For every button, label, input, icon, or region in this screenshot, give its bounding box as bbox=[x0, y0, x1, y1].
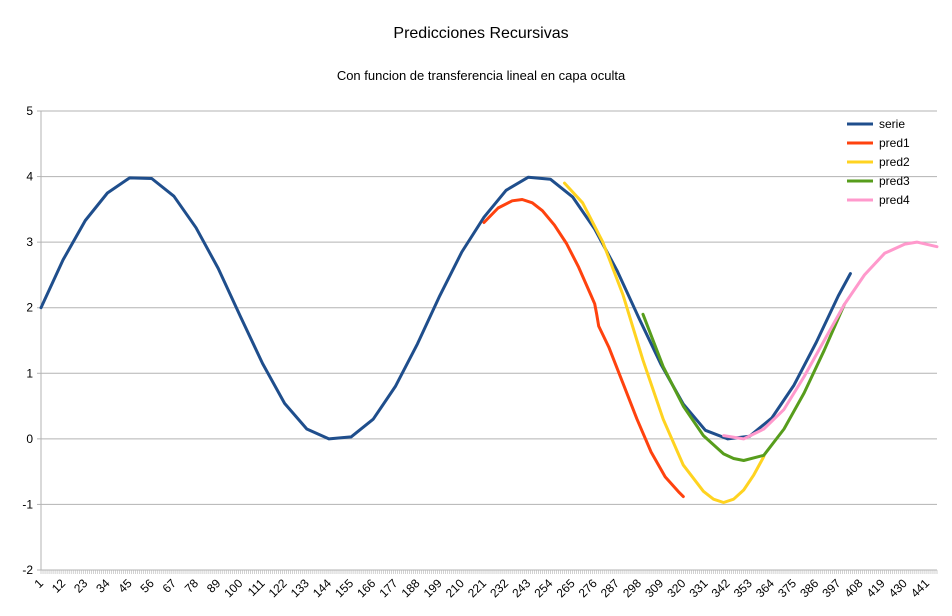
x-tick-label: 45 bbox=[115, 576, 135, 596]
gridlines bbox=[41, 110, 937, 571]
series-line-serie bbox=[39, 175, 852, 441]
x-tick-label: 320 bbox=[664, 576, 688, 600]
chart-title: Predicciones Recursivas bbox=[393, 25, 569, 42]
x-tick-label: 199 bbox=[421, 576, 445, 600]
x-tick-label: 386 bbox=[797, 576, 821, 600]
x-tick-label: 221 bbox=[465, 576, 489, 600]
x-tick-label: 331 bbox=[687, 576, 711, 600]
x-tick-label: 375 bbox=[775, 576, 799, 600]
x-tick-label: 276 bbox=[576, 576, 600, 600]
x-tick-label: 12 bbox=[49, 576, 69, 596]
x-tick-label: 23 bbox=[71, 576, 91, 596]
x-tick-label: 100 bbox=[221, 576, 245, 600]
x-tick-label: 441 bbox=[908, 576, 932, 600]
x-tick-label: 56 bbox=[138, 576, 158, 596]
legend-label-pred4: pred4 bbox=[879, 193, 910, 207]
x-tick-label: 298 bbox=[620, 576, 644, 600]
series-lines bbox=[39, 175, 939, 504]
y-tick-label: 3 bbox=[26, 235, 33, 249]
x-tick-label: 89 bbox=[204, 576, 224, 596]
x-tick-label: 67 bbox=[160, 576, 180, 596]
x-tick-label: 188 bbox=[399, 576, 423, 600]
x-tick-label: 342 bbox=[709, 576, 733, 600]
y-tick-label: 1 bbox=[26, 366, 33, 380]
x-tick-label: 397 bbox=[819, 576, 843, 600]
legend-label-pred3: pred3 bbox=[879, 174, 910, 188]
y-tick-label: 0 bbox=[26, 432, 33, 446]
series-line-pred2 bbox=[563, 181, 766, 504]
y-tick-label: 2 bbox=[26, 301, 33, 315]
x-tick-label: 133 bbox=[288, 576, 312, 600]
x-tick-label: 144 bbox=[310, 576, 334, 600]
x-tick-label: 34 bbox=[93, 576, 113, 596]
x-tick-label: 111 bbox=[245, 576, 268, 599]
x-tick-label: 254 bbox=[531, 576, 555, 600]
y-tick-label: 5 bbox=[26, 104, 33, 118]
x-tick-label: 265 bbox=[554, 576, 578, 600]
y-tick-label: -1 bbox=[22, 497, 33, 511]
series-line-pred3 bbox=[641, 302, 846, 462]
x-tick-label: 232 bbox=[487, 576, 511, 600]
x-tick-label: 430 bbox=[886, 576, 910, 600]
x-tick-label: 155 bbox=[332, 576, 356, 600]
x-tick-label: 419 bbox=[864, 576, 888, 600]
x-tick-label: 78 bbox=[182, 576, 202, 596]
x-tick-label: 166 bbox=[354, 576, 378, 600]
legend: serie pred1 pred2 pred3 pred4 bbox=[847, 117, 910, 207]
chart-subtitle: Con funcion de transferencia lineal en c… bbox=[336, 68, 626, 83]
x-tick-label: 177 bbox=[376, 576, 400, 600]
legend-label-pred1: pred1 bbox=[879, 136, 910, 150]
legend-label-serie: serie bbox=[879, 117, 905, 131]
x-tick-label: 210 bbox=[443, 576, 467, 600]
y-tick-label: 4 bbox=[26, 170, 33, 184]
series-line-pred4 bbox=[722, 240, 939, 441]
x-tick-label: 287 bbox=[598, 576, 622, 600]
series-line-pred1 bbox=[482, 198, 685, 499]
y-tick-label: -2 bbox=[22, 563, 33, 577]
x-tick-label: 1 bbox=[31, 576, 46, 591]
x-tick-label: 309 bbox=[642, 576, 666, 600]
x-tick-label: 122 bbox=[266, 576, 290, 600]
legend-label-pred2: pred2 bbox=[879, 155, 910, 169]
x-tick-label: 408 bbox=[842, 576, 866, 600]
x-tick-label: 353 bbox=[731, 576, 755, 600]
x-tick-label: 243 bbox=[509, 576, 533, 600]
x-tick-label: 364 bbox=[753, 576, 777, 600]
